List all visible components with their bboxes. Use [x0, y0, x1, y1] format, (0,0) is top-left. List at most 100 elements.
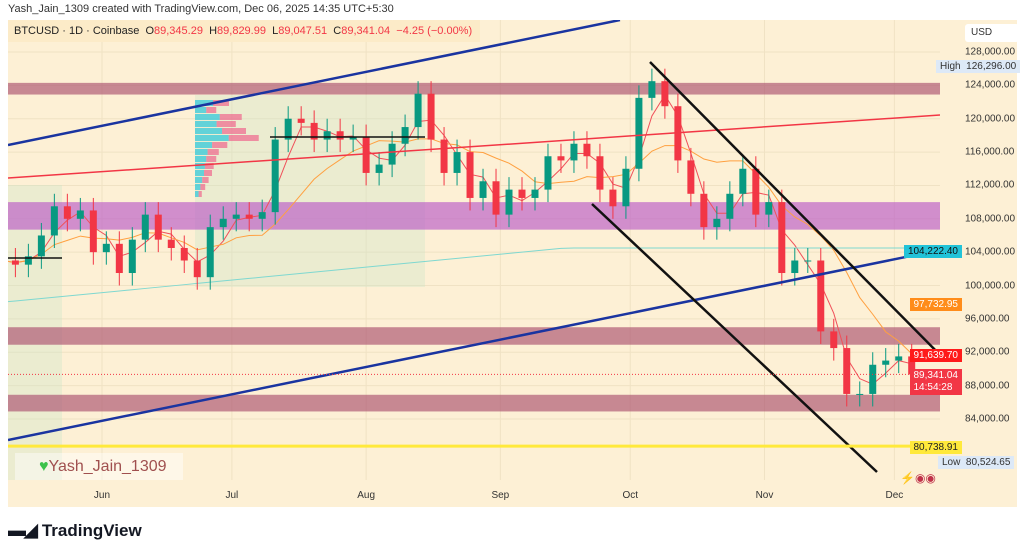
candle-body [492, 181, 500, 215]
price-tick: 92,000.00 [965, 346, 1010, 358]
last-price: 89,341.04 [913, 370, 959, 381]
candle-body [440, 139, 448, 173]
yellow-line-price: 80,738.91 [909, 441, 962, 454]
high-marker-label: High [940, 61, 961, 72]
candle-body [622, 168, 630, 207]
volume-profile-bar [222, 128, 246, 134]
channel-lower [591, 203, 878, 473]
symbol-label[interactable]: BTCUSD · 1D · Coinbase [14, 25, 140, 37]
time-tick: Jul [225, 490, 239, 501]
time-tick: Oct [622, 490, 639, 501]
candle-body [479, 181, 487, 198]
price-tick: 100,000.00 [965, 280, 1016, 292]
candle-body [739, 168, 747, 194]
candle-body [609, 189, 617, 207]
time-tick: Dec [885, 490, 904, 501]
watermark: ♥Yash_Jain_1309 [15, 453, 183, 480]
candle-body [349, 137, 357, 140]
volume-profile-bar [219, 114, 242, 120]
heart-icon: ♥ [39, 458, 49, 475]
price-tick: 104,000.00 [965, 246, 1016, 258]
volume-profile-bar [195, 170, 204, 176]
events-icon[interactable]: ⚡◉◉ [900, 471, 936, 485]
change-value: −4.25 (−0.00%) [396, 25, 473, 37]
lower-trendline [8, 248, 940, 442]
close-label: C [333, 25, 342, 37]
volume-profile-bar [195, 177, 203, 183]
candle-body [167, 239, 175, 248]
candle-body [193, 260, 201, 278]
currency-button[interactable]: USD [965, 24, 1019, 42]
high-value: 89,829.99 [217, 25, 266, 37]
candle-body [271, 139, 279, 213]
candle-body [778, 202, 786, 274]
candle-body [752, 168, 760, 215]
candle-body [362, 137, 370, 173]
plot-layer [0, 20, 940, 480]
volume-profile-bar [204, 170, 212, 176]
volume-profile-bar [228, 135, 259, 141]
tradingview-logo[interactable]: ▬◢ TradingView [8, 520, 142, 541]
candle-body [726, 193, 734, 219]
candle-body [791, 260, 799, 274]
volume-profile-bar [195, 107, 207, 113]
candle-body [544, 156, 552, 190]
candle-body [596, 156, 604, 190]
low-marker-value: 80,524.65 [965, 457, 1011, 468]
volume-profile-bar [206, 156, 217, 162]
candle-body [336, 131, 344, 140]
open-label: O [145, 25, 155, 37]
candle-body [583, 143, 591, 157]
candle-body [63, 206, 71, 219]
candle-body [11, 260, 19, 265]
candle-body [180, 247, 188, 261]
candle-body [908, 356, 916, 375]
volume-profile-bar [212, 142, 228, 148]
candle-body [206, 227, 214, 278]
volume-profile-bar [195, 114, 220, 120]
candle-body [635, 97, 643, 169]
price-tick: 88,000.00 [965, 380, 1010, 392]
time-tick: Nov [755, 490, 774, 501]
volume-profile-bar [195, 128, 222, 134]
low-label: L [272, 25, 279, 37]
candle-body [661, 81, 669, 107]
low-marker: Low 80,524.65 [938, 456, 1015, 469]
volume-profile-bar [195, 121, 217, 127]
candle-body [648, 81, 656, 98]
candle-body [427, 93, 435, 140]
candle-body [0, 261, 6, 270]
volume-profile-bar [200, 184, 206, 190]
candle-body [531, 189, 539, 198]
low-value: 89,047.51 [278, 25, 328, 37]
brand-text: TradingView [41, 520, 142, 540]
candle-body [375, 164, 383, 173]
candle-body [700, 193, 708, 228]
last-price-marker: 89,341.04 14:54:28 [909, 369, 962, 395]
price-tick: 112,000.00 [965, 179, 1015, 191]
channel-upper [649, 61, 940, 357]
candle-body [388, 143, 396, 165]
zone-maroon [8, 327, 940, 345]
candle-body [895, 356, 903, 361]
price-tick: 116,000.00 [965, 146, 1015, 158]
high-marker-value: 126,296.00 [966, 61, 1017, 72]
candle-body [414, 93, 422, 128]
candle-body [713, 218, 721, 228]
price-tick: 84,000.00 [965, 413, 1010, 425]
volume-profile-bar [216, 121, 236, 127]
price-tick: 108,000.00 [965, 213, 1016, 225]
volume-profile-bar [195, 191, 199, 197]
candle-body [50, 206, 58, 236]
volume-profile-bar [204, 163, 214, 169]
candle-body [258, 212, 266, 219]
candle-body [830, 331, 838, 349]
price-tick: 120,000.00 [965, 113, 1016, 125]
red-ma-price: 91,639.70 [909, 349, 962, 362]
candle-body [245, 214, 253, 219]
price-tick: 128,000.00 [965, 46, 1016, 58]
volume-profile-bar [195, 156, 207, 162]
candle-body [310, 122, 318, 140]
candle-body [453, 152, 461, 173]
